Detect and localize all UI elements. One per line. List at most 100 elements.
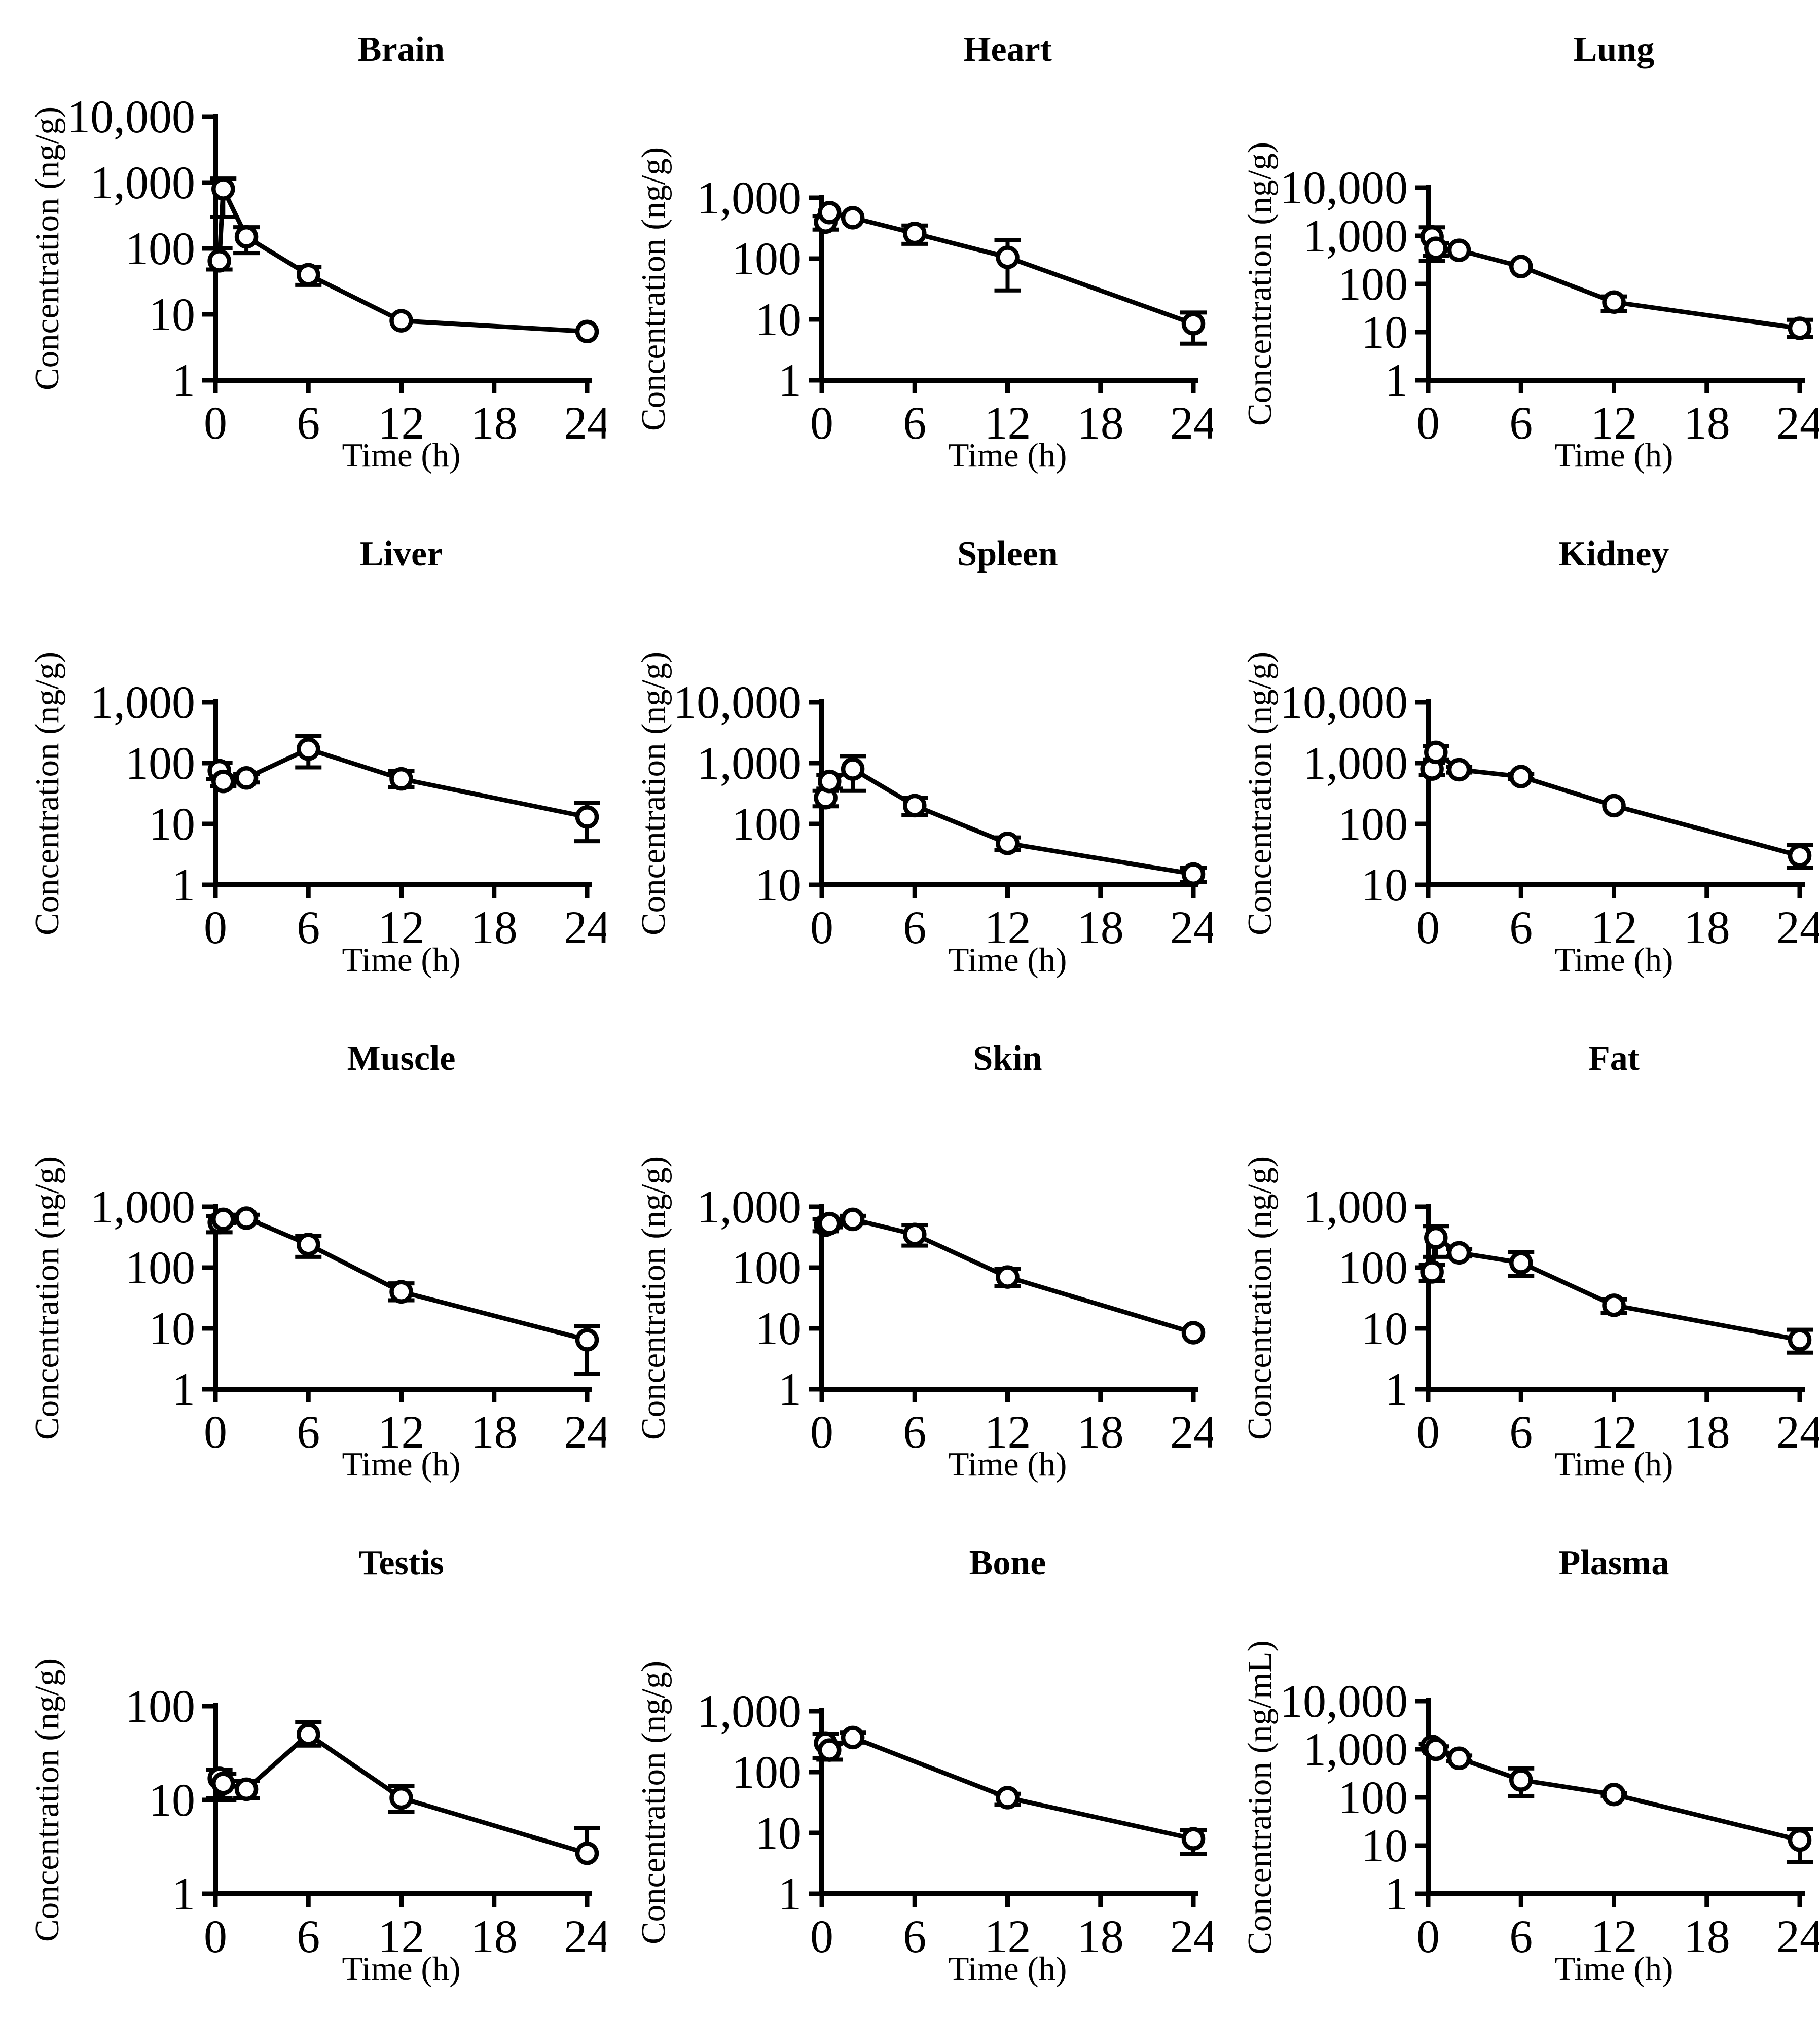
x-axis-label: Time (h) (342, 1950, 461, 1988)
chart-heart: Heart Concentration (ng/g) Time (h) 1 10 100 1… (635, 30, 1213, 474)
x-tick-label: 12 (1591, 1910, 1637, 1962)
chart-brain: Brain Concentration (ng/g) Time (h) 1 10 100 1… (28, 30, 606, 474)
data-point (234, 1206, 259, 1230)
y-axis-label: Concentration (ng/g) (1241, 1156, 1279, 1440)
x-tick-label: 6 (297, 902, 320, 953)
data-point (903, 794, 927, 818)
data-point (818, 1738, 842, 1762)
data-point (1509, 1768, 1533, 1792)
x-tick-label: 0 (1416, 1406, 1440, 1458)
data-point (996, 832, 1020, 855)
x-tick-label: 0 (1416, 902, 1440, 953)
data-point (575, 805, 599, 829)
data-point (996, 245, 1020, 269)
data-line (1430, 236, 1800, 331)
x-tick-label: 12 (378, 1910, 425, 1962)
y-tick-label: 100 (125, 1680, 195, 1732)
x-tick-label: 12 (378, 902, 425, 953)
x-axis-label: Time (h) (949, 941, 1067, 979)
x-tick-label: 18 (1684, 1406, 1730, 1458)
data-point (1602, 290, 1626, 314)
y-axis-label: Concentration (ng/g) (635, 147, 672, 431)
x-tick-label: 18 (1684, 397, 1730, 449)
x-tick-label: 6 (297, 397, 320, 449)
y-tick-label: 1,000 (697, 172, 802, 224)
data-point (841, 1725, 865, 1750)
y-tick-label: 10 (1361, 859, 1408, 911)
data-point (389, 309, 413, 333)
data-point (841, 1207, 865, 1232)
y-tick-label: 1 (172, 859, 195, 911)
x-tick-label: 12 (1591, 1406, 1637, 1458)
panel-skin: Skin Concentration (ng/g) Time (h) 1 10 100 1,… (606, 1009, 1213, 1513)
y-axis-label: Concentration (ng/g) (1241, 652, 1279, 935)
y-tick-label: 10 (149, 798, 195, 850)
x-axis-label: Time (h) (342, 941, 461, 979)
y-axis-label: Concentration (ng/g) (635, 1156, 672, 1440)
panel-spleen: Spleen Concentration (ng/g) Time (h) 10 100 1… (606, 504, 1213, 1009)
panel-title: Liver (360, 534, 443, 573)
y-tick-label: 1 (1385, 1363, 1408, 1415)
data-point (1788, 1328, 1812, 1352)
y-tick-label: 1 (778, 354, 802, 406)
x-tick-label: 12 (985, 1406, 1031, 1458)
data-point (818, 201, 842, 225)
x-tick-label: 12 (1591, 397, 1637, 449)
x-tick-label: 24 (564, 1406, 606, 1458)
data-point (1509, 255, 1533, 278)
x-tick-label: 18 (1077, 397, 1124, 449)
panel-brain: Brain Concentration (ng/g) Time (h) 1 10 100 1… (0, 0, 606, 504)
x-tick-label: 18 (1684, 1910, 1730, 1962)
panel-title: Kidney (1559, 534, 1669, 573)
y-tick-label: 10 (755, 1303, 802, 1354)
y-axis-label: Concentration (ng/g) (1241, 142, 1279, 426)
y-tick-label: 100 (732, 1242, 802, 1293)
panel-title: Plasma (1559, 1543, 1669, 1582)
y-tick-label: 1 (1385, 354, 1408, 406)
data-point (234, 1777, 259, 1801)
data-point (1509, 765, 1533, 788)
data-point (1602, 1293, 1626, 1317)
x-tick-label: 6 (903, 902, 926, 953)
panel-kidney: Kidney Concentration (ng/g) Time (h) 10 100 1… (1213, 504, 1819, 1009)
y-tick-label: 10 (149, 1774, 195, 1826)
data-point (234, 766, 259, 790)
y-axis-label: Concentration (ng/mL) (1241, 1640, 1279, 1955)
x-tick-label: 24 (564, 1910, 606, 1962)
y-tick-label: 10 (1361, 306, 1408, 358)
data-point (1788, 316, 1812, 340)
data-point (389, 767, 413, 791)
y-tick-label: 100 (125, 1242, 195, 1293)
data-point (996, 1265, 1020, 1289)
x-tick-label: 12 (378, 397, 425, 449)
x-tick-label: 6 (1509, 1406, 1533, 1458)
y-tick-label: 10 (149, 289, 195, 340)
data-point (575, 319, 599, 344)
x-tick-label: 18 (1077, 902, 1124, 953)
chart-testis: Testis Concentration (ng/g) Time (h) 1 10 100… (28, 1543, 606, 1988)
data-point (234, 225, 259, 249)
panel-lung: Lung Concentration (ng/g) Time (h) 1 10 100 1,… (1213, 0, 1819, 504)
x-axis-label: Time (h) (949, 1950, 1067, 1988)
y-tick-label: 1,000 (697, 1181, 802, 1233)
y-tick-label: 10,000 (1280, 1675, 1408, 1727)
x-tick-label: 0 (204, 1406, 227, 1458)
data-point (996, 1786, 1020, 1810)
y-axis-label: Concentration (ng/g) (635, 1661, 672, 1944)
x-tick-label: 24 (1170, 397, 1213, 449)
data-point (211, 177, 235, 201)
data-point (389, 1786, 413, 1810)
x-axis-label: Time (h) (1555, 1446, 1673, 1483)
data-point (1424, 1225, 1448, 1250)
y-tick-label: 100 (732, 1746, 802, 1798)
chart-lung: Lung Concentration (ng/g) Time (h) 1101001,… (1241, 30, 1819, 474)
panel-bone: Bone Concentration (ng/g) Time (h) 1 10 100 1,… (606, 1513, 1213, 2018)
y-tick-label: 10 (1361, 1303, 1408, 1354)
y-tick-label: 1,000 (1303, 1181, 1408, 1233)
x-tick-label: 6 (903, 397, 926, 449)
y-tick-label: 1,000 (90, 157, 195, 208)
data-point (207, 249, 231, 273)
data-point (211, 1772, 235, 1795)
panel-heart: Heart Concentration (ng/g) Time (h) 1 10 100 1… (606, 0, 1213, 504)
